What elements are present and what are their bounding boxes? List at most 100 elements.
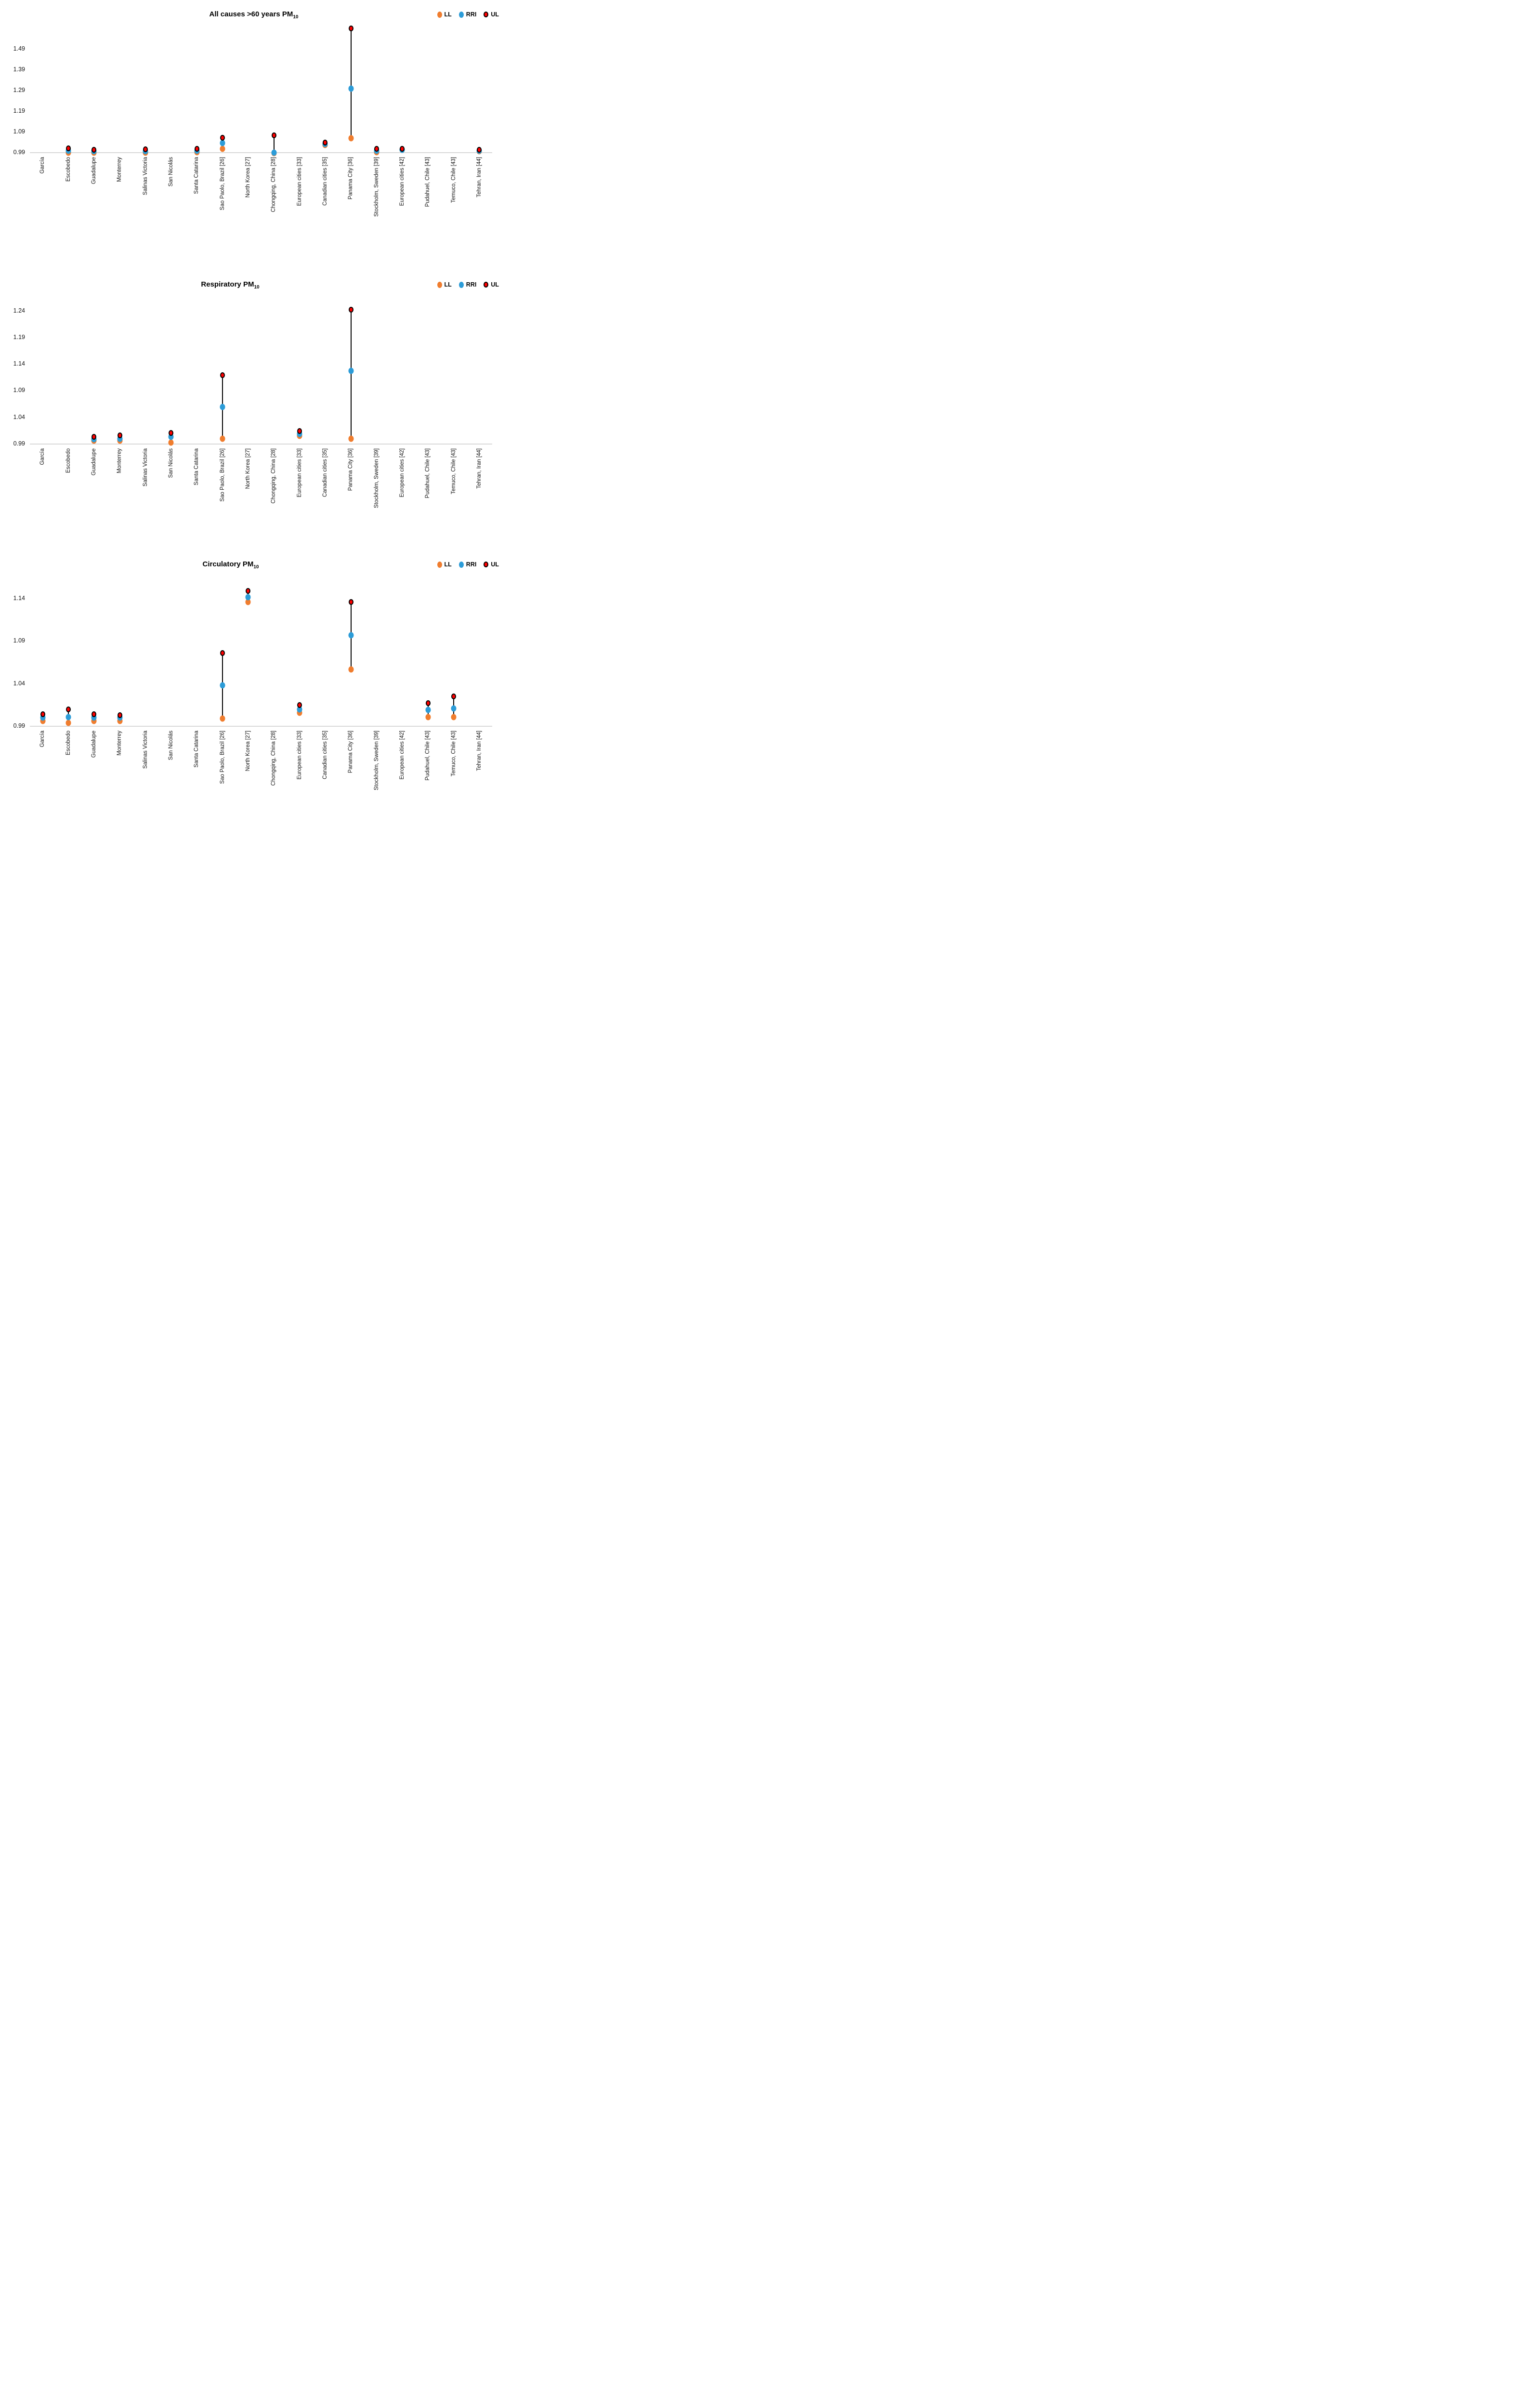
ul-legend-dot-icon (484, 12, 489, 17)
rri-legend-dot-icon (458, 11, 464, 18)
x-tick-label: Tehran, Iran [44] (476, 157, 482, 197)
y-tick-label: 1.09 (13, 637, 25, 644)
x-tick-label: Pudahuel, Chile [43] (425, 448, 431, 498)
x-tick-label: Temuco, Chile [43] (450, 448, 457, 495)
x-tick-label: European cities [33] (296, 157, 302, 206)
ul-marker (92, 146, 97, 153)
legend-item-ll[interactable]: LL (437, 281, 452, 288)
rri-marker (117, 435, 123, 442)
rri-marker (220, 404, 225, 410)
x-tick-label: Monterrey (117, 731, 123, 756)
x-tick-label: Salinas Victoria (142, 731, 148, 769)
ul-marker (374, 146, 379, 152)
x-tick-label: Canadian cities [35] (322, 448, 328, 497)
ul-marker (117, 712, 122, 719)
x-tick-label: Escobedo (65, 448, 71, 473)
ul-legend-dot-icon (484, 282, 489, 288)
legend-item-rri[interactable]: RRI (458, 281, 477, 288)
y-tick-label: 1.29 (13, 87, 25, 93)
legend-item-ll[interactable]: LL (437, 561, 452, 568)
legend-label: UL (491, 281, 499, 288)
legend-label: RRI (466, 281, 477, 288)
x-tick-label: European cities [33] (296, 448, 302, 497)
ll-marker (40, 718, 46, 724)
ul-marker (92, 711, 97, 718)
x-axis-line (30, 152, 492, 153)
y-tick-label: 0.99 (13, 722, 25, 729)
x-tick-label: Escobedo (65, 731, 71, 756)
ll-marker (348, 135, 354, 142)
x-tick-label: Panama City [36] (348, 731, 354, 773)
rri-marker (348, 367, 354, 374)
chart-title: All causes >60 years PM10 (209, 10, 299, 20)
legend-item-ul[interactable]: UL (484, 11, 499, 18)
rri-marker (297, 706, 302, 713)
x-tick-label: Stockholm, Sweden [39] (373, 157, 379, 217)
y-tick-label: 1.19 (13, 333, 25, 340)
ll-marker (65, 720, 71, 726)
y-tick-label: 1.19 (13, 107, 25, 114)
x-tick-label: Sao Paolo, Brazil [26] (219, 731, 225, 784)
ul-marker (246, 588, 251, 594)
ul-marker (66, 145, 71, 152)
legend-label: UL (491, 561, 499, 568)
legend-item-ll[interactable]: LL (437, 11, 452, 18)
ll-marker (425, 714, 431, 720)
legend-item-ul[interactable]: UL (484, 281, 499, 288)
ul-marker (92, 433, 97, 440)
legend-item-rri[interactable]: RRI (458, 561, 476, 568)
rri-marker (425, 707, 431, 713)
x-tick-label: García (39, 448, 46, 465)
x-tick-label: Chongqing, China [28] (271, 448, 277, 504)
x-tick-label: Pudahuel, Chile [43] (425, 157, 431, 207)
legend-item-rri[interactable]: RRI (458, 11, 476, 18)
y-tick-label: 1.49 (13, 45, 25, 52)
y-tick-label: 0.99 (13, 440, 25, 447)
x-tick-label: Stockholm, Sweden [39] (373, 731, 379, 791)
legend: LL RRI UL (437, 561, 499, 568)
title-subscript: 10 (253, 564, 259, 570)
x-tick-label: Sao Paolo, Brazil [26] (219, 157, 225, 210)
x-tick-label: Temuco, Chile [43] (450, 731, 457, 777)
ll-marker (117, 718, 123, 724)
x-tick-label: European cities [33] (296, 731, 302, 780)
legend-item-ul[interactable]: UL (484, 561, 499, 568)
x-tick-label: Canadian cities [35] (322, 157, 328, 206)
y-tick-label: 1.39 (13, 66, 25, 73)
y-tick-label: 1.09 (13, 128, 25, 135)
ul-marker (348, 26, 353, 31)
y-tick-label: 0.99 (13, 149, 25, 156)
triple-forest-plot-figure: All causes >60 years PM10 LL RRI UL 0.99 1.0… (0, 0, 510, 814)
x-tick-label: Panama City [36] (348, 157, 354, 200)
rri-marker (245, 594, 251, 601)
legend-label: UL (491, 11, 499, 18)
x-tick-label: Tehran, Iran [44] (476, 448, 482, 489)
ul-marker (271, 132, 276, 139)
x-tick-label: Temuco, Chile [43] (450, 157, 457, 203)
rri-marker (348, 85, 354, 92)
x-tick-label: Canadian cities [35] (322, 731, 328, 780)
title-subscript: 10 (293, 14, 299, 20)
ll-marker (168, 439, 174, 446)
rri-marker (348, 632, 354, 639)
x-tick-label: Santa Catarina (194, 448, 200, 485)
rri-legend-dot-icon (458, 281, 464, 288)
x-tick-label: Pudahuel, Chile [43] (425, 731, 431, 781)
ll-marker (220, 715, 225, 722)
rri-marker (271, 149, 277, 156)
ll-marker (297, 709, 302, 716)
x-tick-label: Salinas Victoria (142, 448, 148, 487)
rri-legend-dot-icon (458, 561, 464, 568)
x-tick-label: Guadalupe (91, 157, 97, 184)
ll-legend-dot-icon (437, 561, 442, 568)
legend-label: LL (444, 11, 452, 18)
legend-label: LL (444, 281, 452, 288)
rri-marker (451, 705, 457, 712)
rri-marker (220, 682, 225, 689)
chart-all-causes: All causes >60 years PM10 LL RRI UL 0.99 1.0… (0, 0, 510, 241)
ll-marker (220, 145, 225, 152)
legend: LL RRI UL (437, 11, 499, 18)
rri-marker (220, 140, 225, 146)
ul-marker (40, 711, 45, 718)
x-tick-label: Monterrey (117, 157, 123, 182)
